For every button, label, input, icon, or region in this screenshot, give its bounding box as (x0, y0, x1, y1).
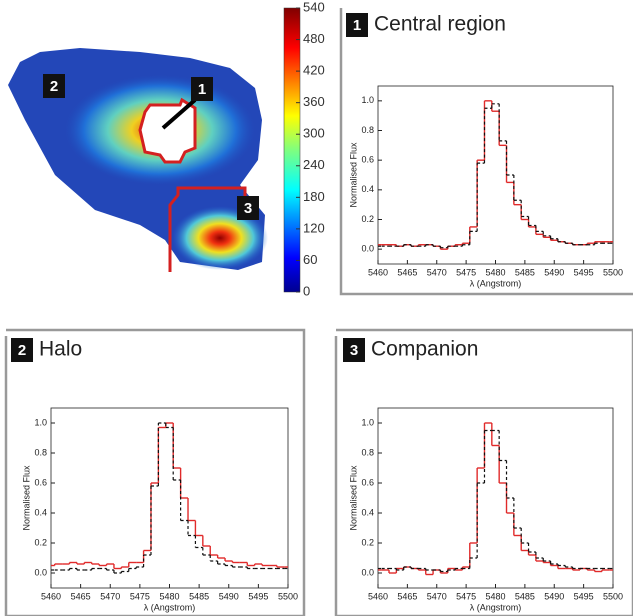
y-tick-label: 1.0 (361, 417, 374, 427)
plot-area (377, 407, 614, 589)
y-tick-label: 0.0 (34, 567, 47, 577)
x-tick-label: 5495 (248, 591, 268, 601)
panel-frames (4, 8, 633, 616)
y-tick-label: 0.4 (361, 184, 374, 194)
x-tick-label: 5475 (456, 267, 476, 277)
plot-area (50, 407, 289, 589)
x-tick-label: 5475 (130, 591, 150, 601)
panel-badge (11, 338, 33, 362)
colorbar-label: 420 (303, 63, 325, 78)
x-tick-label: 5480 (485, 591, 505, 601)
y-tick-label: 0.0 (361, 567, 374, 577)
x-tick-label: 5485 (515, 267, 535, 277)
colorbar-label: 180 (303, 189, 325, 204)
x-tick-label: 5470 (100, 591, 120, 601)
x-tick-label: 5470 (427, 267, 447, 277)
x-tick-label: 5480 (159, 591, 179, 601)
y-tick-label: 1.0 (34, 417, 47, 427)
colorbar-label: 0 (303, 283, 310, 298)
region-outline (168, 186, 247, 272)
pointer (161, 98, 197, 130)
panel-frame (4, 328, 306, 616)
y-tick-label: 1.0 (361, 95, 374, 105)
panel-badge (343, 338, 365, 362)
colorbar (283, 7, 301, 293)
panel-number: 1 (353, 17, 361, 34)
x-tick-label: 5460 (41, 591, 61, 601)
x-tick-label: 5495 (574, 591, 594, 601)
x-axis-label: λ (Angstrom) (144, 602, 196, 612)
x-tick-label: 5460 (368, 267, 388, 277)
x-tick-label: 5485 (515, 591, 535, 601)
x-tick-label: 5500 (603, 267, 623, 277)
y-axis-label: Normalised Flux (348, 465, 358, 531)
panel-frame (339, 8, 633, 296)
map-blob (172, 206, 268, 270)
x-axis-label: λ (Angstrom) (470, 602, 522, 612)
colorbar-label: 360 (303, 94, 325, 109)
colorbar-label: 60 (303, 252, 317, 267)
colorbar-label: 480 (303, 31, 325, 46)
y-tick-label: 0.8 (34, 447, 47, 457)
x-tick-label: 5470 (427, 591, 447, 601)
step-series (51, 422, 288, 574)
x-tick-label: 5460 (368, 591, 388, 601)
region-label: 2 (50, 78, 58, 95)
y-tick-label: 0.8 (361, 447, 374, 457)
panel-title: Companion (371, 338, 478, 361)
x-tick-label: 5500 (603, 591, 623, 601)
panel-title: Central region (374, 13, 506, 36)
x-tick-label: 5485 (189, 591, 209, 601)
y-tick-label: 0.2 (34, 537, 47, 547)
y-tick-label: 0.8 (361, 125, 374, 135)
y-tick-label: 0.6 (361, 155, 374, 165)
panel-title: Halo (39, 338, 82, 361)
x-tick-label: 5490 (219, 591, 239, 601)
x-tick-label: 5490 (544, 591, 564, 601)
y-axis-label: Normalised Flux (348, 142, 358, 208)
plot-area (377, 85, 614, 265)
y-tick-label: 0.2 (361, 537, 374, 547)
x-tick-label: 5475 (456, 591, 476, 601)
y-tick-label: 0.0 (361, 244, 374, 254)
x-tick-label: 5490 (544, 267, 564, 277)
y-axis-label: Normalised Flux (21, 465, 31, 531)
x-axis-label: λ (Angstrom) (470, 278, 522, 288)
panel-badge (346, 13, 368, 37)
x-tick-label: 5500 (278, 591, 298, 601)
y-tick-label: 0.2 (361, 214, 374, 224)
x-tick-label: 5465 (397, 267, 417, 277)
y-tick-label: 0.4 (34, 507, 47, 517)
region-label: 1 (198, 81, 206, 98)
step-series (378, 103, 613, 249)
region-badge (191, 77, 213, 101)
saturated-core (138, 97, 197, 164)
x-tick-label: 5465 (397, 591, 417, 601)
colorbar-label: 300 (303, 126, 325, 141)
x-tick-label: 5480 (485, 267, 505, 277)
flux-map (8, 7, 301, 293)
colorbar-label: 120 (303, 220, 325, 235)
region-badge (43, 74, 65, 98)
x-tick-label: 5465 (71, 591, 91, 601)
colorbar-label: 240 (303, 157, 325, 172)
step-series (378, 429, 613, 573)
region-label: 3 (244, 200, 252, 217)
panel-frame (334, 328, 633, 616)
panel-number: 3 (350, 342, 358, 359)
colorbar-label: 540 (303, 0, 325, 14)
panel-number: 2 (18, 342, 26, 359)
region-badge (237, 196, 259, 220)
x-tick-label: 5495 (574, 267, 594, 277)
y-tick-label: 0.6 (34, 477, 47, 487)
y-tick-label: 0.6 (361, 477, 374, 487)
step-series (51, 422, 288, 570)
y-tick-label: 0.4 (361, 507, 374, 517)
